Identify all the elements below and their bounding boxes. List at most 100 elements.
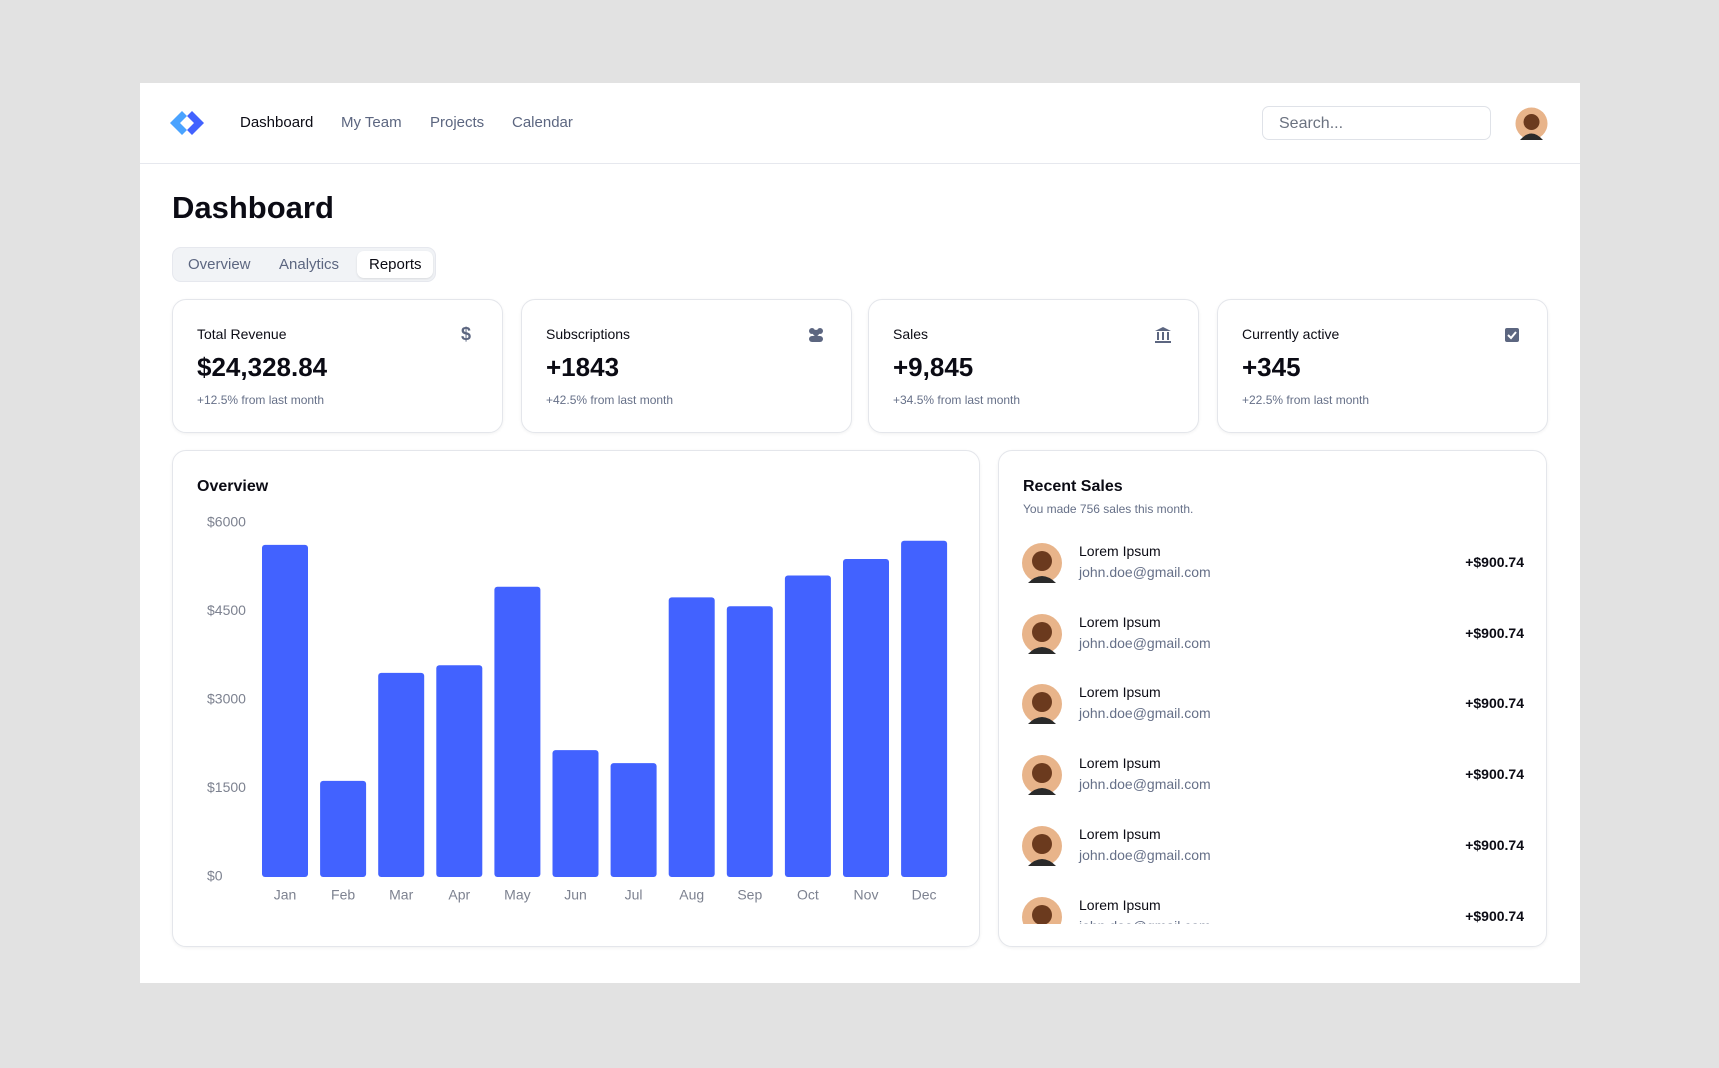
sale-email: john.doe@gmail.com <box>1079 634 1211 651</box>
x-tick-label: Jul <box>625 887 643 903</box>
sale-name: Lorem Ipsum <box>1079 684 1161 701</box>
card-label: Subscriptions <box>546 326 631 342</box>
sale-name: Lorem Ipsum <box>1079 755 1161 772</box>
card-label: Total Revenue <box>197 326 287 342</box>
y-tick-label: $6000 <box>207 514 246 530</box>
card-label: Currently active <box>1242 326 1340 342</box>
sale-avatar <box>1022 543 1062 583</box>
card-label: Sales <box>893 326 929 342</box>
sale-row: Lorem Ipsum john.doe@gmail.com +$900.74 <box>999 816 1548 876</box>
bar <box>552 750 599 877</box>
sale-amount: +$900.74 <box>1465 766 1524 783</box>
bar <box>262 544 308 877</box>
sales-list: Lorem Ipsum john.doe@gmail.com +$900.74 Lor… <box>999 531 1548 924</box>
y-tick-label: $1500 <box>207 779 246 795</box>
sale-amount: +$900.74 <box>1465 624 1524 641</box>
card-value: $24,328.84 <box>197 352 328 382</box>
bar <box>784 575 831 877</box>
y-tick-label: $3000 <box>207 691 246 707</box>
card-icon <box>809 328 823 342</box>
search-box[interactable]: Search... <box>1262 106 1491 140</box>
card-change: +34.5% from last month <box>893 393 1021 407</box>
bar <box>436 665 483 877</box>
chart-title: Overview <box>197 478 269 495</box>
card-change: +12.5% from last month <box>197 393 325 407</box>
stat-card: Sales +9,845 +34.5% from last month <box>868 299 1199 433</box>
y-tick-label: $0 <box>207 868 223 884</box>
sale-row: Lorem Ipsum john.doe@gmail.com +$900.74 <box>999 604 1548 664</box>
sale-name: Lorem Ipsum <box>1079 896 1161 913</box>
sale-row: Lorem Ipsum john.doe@gmail.com +$900.74 <box>999 745 1548 805</box>
sale-email: john.doe@gmail.com <box>1079 705 1211 722</box>
nav-link[interactable]: Projects <box>430 114 485 131</box>
sale-amount: +$900.74 <box>1465 554 1524 570</box>
sale-avatar <box>1022 896 1062 924</box>
sales-subtitle: You made 756 sales this month. <box>1023 502 1194 516</box>
card-value: +9,845 <box>893 352 974 382</box>
nav-link[interactable]: My Team <box>341 114 402 131</box>
sale-email: john.doe@gmail.com <box>1079 918 1211 925</box>
x-tick-label: Apr <box>448 887 470 903</box>
bar <box>320 780 367 877</box>
nav-link[interactable]: Calendar <box>512 114 573 131</box>
x-tick-label: Jan <box>274 887 297 903</box>
sale-amount: +$900.74 <box>1465 695 1524 712</box>
tab[interactable]: Reports <box>369 256 422 273</box>
bar <box>726 606 773 877</box>
card-icon <box>1505 328 1519 342</box>
page-title: Dashboard <box>172 190 334 225</box>
active-tab-bg <box>357 251 433 278</box>
card-value: +1843 <box>546 352 620 382</box>
card-icon <box>1155 327 1171 343</box>
sale-email: john.doe@gmail.com <box>1079 776 1211 793</box>
bar <box>843 558 889 877</box>
nav-link[interactable]: Dashboard <box>240 114 314 131</box>
sale-name: Lorem Ipsum <box>1079 543 1161 559</box>
bar <box>378 672 425 877</box>
card-value: +345 <box>1242 352 1301 382</box>
x-tick-label: Mar <box>389 887 413 903</box>
sale-email: john.doe@gmail.com <box>1079 846 1211 863</box>
x-tick-label: Aug <box>679 887 704 903</box>
x-tick-label: May <box>504 887 530 903</box>
stat-card: Total Revenue $24,328.84 +12.5% from last … <box>172 299 503 433</box>
bar-chart: Overview $0 $1500 $3000 $4500 $6000 Jan Feb Mar… <box>197 478 948 903</box>
top-bar <box>140 83 1580 164</box>
sale-amount: +$900.74 <box>1465 836 1524 853</box>
tab[interactable]: Overview <box>188 256 251 273</box>
stat-card: Subscriptions +1843 +42.5% from last month <box>521 299 852 433</box>
sale-row: Lorem Ipsum john.doe@gmail.com +$900.74 <box>999 533 1548 593</box>
sale-avatar <box>1022 755 1062 796</box>
logo[interactable] <box>170 111 204 135</box>
sale-avatar <box>1022 613 1062 654</box>
y-tick-label: $4500 <box>207 602 246 618</box>
card-change: +42.5% from last month <box>546 393 674 407</box>
svg-text:$: $ <box>461 326 471 344</box>
user-avatar[interactable] <box>1515 107 1548 140</box>
sales-title: Recent Sales <box>1023 478 1123 495</box>
bar <box>668 597 715 877</box>
bar <box>494 586 541 877</box>
sale-name: Lorem Ipsum <box>1079 613 1161 630</box>
x-tick-label: Oct <box>797 887 819 903</box>
x-tick-label: Feb <box>331 887 355 903</box>
sale-avatar <box>1022 684 1062 725</box>
sale-email: john.doe@gmail.com <box>1079 564 1211 580</box>
sale-amount: +$900.74 <box>1465 907 1524 924</box>
tab[interactable]: Analytics <box>279 256 340 273</box>
card-change: +22.5% from last month <box>1242 393 1370 407</box>
search-placeholder: Search... <box>1279 115 1344 132</box>
x-tick-label: Dec <box>912 887 937 903</box>
bar <box>610 763 657 877</box>
sale-row: Lorem Ipsum john.doe@gmail.com +$900.74 <box>999 887 1548 925</box>
recent-sales-card: Recent Sales You made 756 sales this mon… <box>998 450 1547 947</box>
card-icon: $ <box>461 326 471 344</box>
x-tick-label: Sep <box>737 887 762 903</box>
sale-name: Lorem Ipsum <box>1079 825 1161 842</box>
bar <box>901 540 948 877</box>
stat-card: Currently active +345 +22.5% from last mon… <box>1217 299 1548 433</box>
x-tick-label: Nov <box>854 887 879 903</box>
sale-row: Lorem Ipsum john.doe@gmail.com +$900.74 <box>999 674 1548 734</box>
x-tick-label: Jun <box>564 887 587 903</box>
